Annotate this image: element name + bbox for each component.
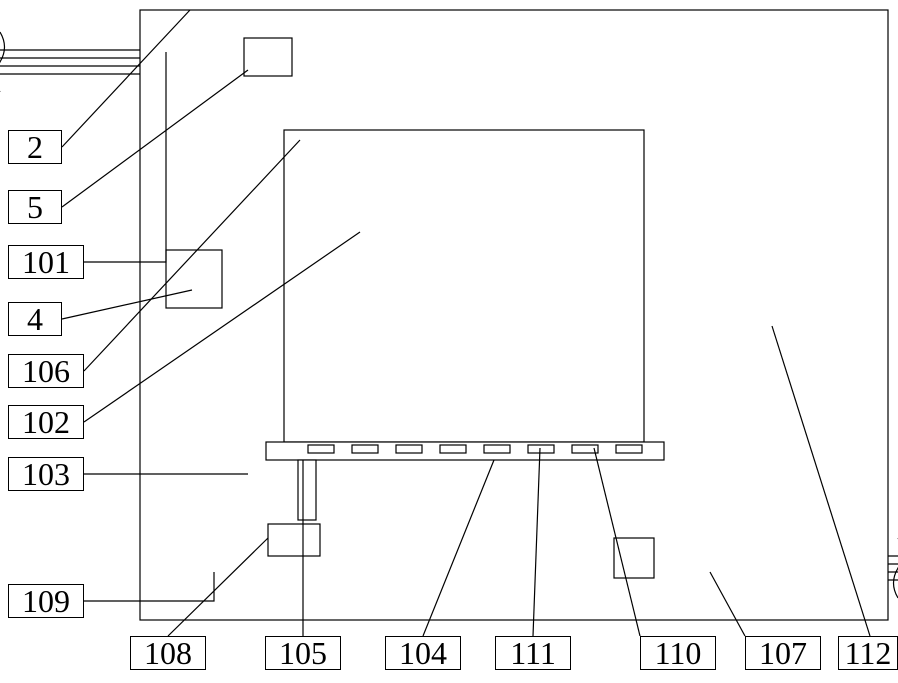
label-105: 105 — [265, 636, 341, 670]
label-104: 104 — [385, 636, 461, 670]
box-processor — [166, 250, 222, 308]
label-110: 110 — [640, 636, 716, 670]
label-102: 102 — [8, 405, 84, 439]
label-111: 111 — [495, 636, 571, 670]
slot-1 — [352, 445, 378, 453]
label-106: 106 — [8, 354, 84, 388]
label-112: 112 — [838, 636, 898, 670]
label-101: 101 — [8, 245, 84, 279]
label-103: 103 — [8, 457, 84, 491]
slot-7 — [616, 445, 642, 453]
pedestal — [298, 460, 316, 520]
label-109: 109 — [8, 584, 84, 618]
box-valve-bottom — [614, 538, 654, 578]
slot-4 — [484, 445, 510, 453]
label-2: 2 — [8, 130, 62, 164]
slot-5 — [528, 445, 554, 453]
label-108: 108 — [130, 636, 206, 670]
slot-3 — [440, 445, 466, 453]
slot-2 — [396, 445, 422, 453]
diagram-svg — [0, 0, 898, 683]
box-top-valve — [244, 38, 292, 76]
label-5: 5 — [8, 190, 62, 224]
label-107: 107 — [745, 636, 821, 670]
chamber-main — [284, 130, 644, 442]
label-4: 4 — [8, 302, 62, 336]
box-pump-left — [268, 524, 320, 556]
slot-0 — [308, 445, 334, 453]
